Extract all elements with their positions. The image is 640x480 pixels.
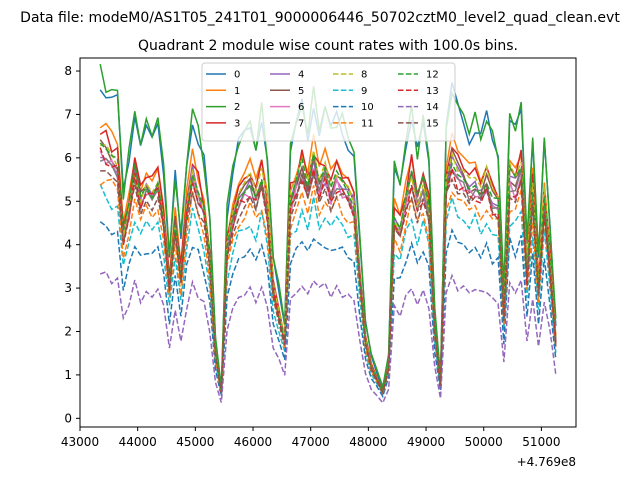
y-tick-label: 3 bbox=[64, 281, 72, 295]
series-line-12 bbox=[99, 142, 557, 395]
legend-label-0: 0 bbox=[234, 70, 240, 81]
legend-label-12: 12 bbox=[426, 70, 439, 81]
y-tick-label: 8 bbox=[64, 64, 72, 78]
legend-label-5: 5 bbox=[298, 86, 304, 97]
x-tick-label: 51000 bbox=[522, 435, 560, 449]
chart-title: Quadrant 2 module wise count rates with … bbox=[138, 38, 518, 54]
legend-label-10: 10 bbox=[361, 102, 374, 113]
x-tick-label: 49000 bbox=[407, 435, 445, 449]
x-offset-label: +4.769e8 bbox=[517, 455, 576, 469]
suptitle: Data file: modeM0/AS1T05_241T01_90000064… bbox=[20, 10, 620, 26]
legend-label-14: 14 bbox=[426, 102, 439, 113]
legend-label-4: 4 bbox=[298, 70, 304, 81]
plot-area: 43000 44000 45000 46000 47000 48000 49000 50000… bbox=[61, 57, 577, 469]
legend-label-2: 2 bbox=[234, 102, 240, 113]
y-tick-label: 2 bbox=[64, 324, 72, 338]
x-tick-label: 46000 bbox=[234, 435, 272, 449]
legend-label-13: 13 bbox=[426, 86, 439, 97]
legend-label-11: 11 bbox=[361, 118, 374, 129]
legend-frame bbox=[201, 62, 456, 142]
x-tick-label: 47000 bbox=[292, 435, 330, 449]
x-tick-label: 50000 bbox=[465, 435, 503, 449]
y-tick-label: 6 bbox=[64, 151, 72, 165]
legend-label-1: 1 bbox=[234, 86, 240, 97]
legend-label-3: 3 bbox=[234, 118, 240, 129]
y-tick-label: 5 bbox=[64, 194, 72, 208]
axes-frame bbox=[79, 57, 577, 428]
x-tick-label: 48000 bbox=[349, 435, 387, 449]
y-tick-label: 1 bbox=[64, 368, 72, 382]
series-line-8 bbox=[100, 144, 557, 395]
x-axis: 43000 44000 45000 46000 47000 48000 49000 50000… bbox=[61, 427, 560, 449]
series-line-1 bbox=[99, 122, 557, 394]
x-tick-label: 44000 bbox=[119, 435, 157, 449]
legend-label-15: 15 bbox=[426, 118, 439, 129]
legend-label-6: 6 bbox=[298, 102, 304, 113]
legend-label-9: 9 bbox=[361, 86, 367, 97]
y-tick-label: 0 bbox=[64, 411, 72, 425]
x-tick-label: 45000 bbox=[176, 435, 214, 449]
y-tick-label: 7 bbox=[64, 107, 72, 121]
series-layer bbox=[99, 63, 557, 405]
series-line-9 bbox=[99, 183, 557, 397]
series-line-15 bbox=[100, 170, 557, 396]
y-tick-label: 4 bbox=[64, 238, 72, 252]
series-line-10 bbox=[99, 221, 557, 399]
legend-label-8: 8 bbox=[361, 70, 367, 81]
y-axis: 0 1 2 3 4 5 6 7 8 bbox=[64, 64, 80, 425]
series-line-14 bbox=[99, 270, 557, 405]
x-tick-label: 43000 bbox=[61, 435, 99, 449]
legend-label-7: 7 bbox=[298, 118, 304, 129]
series-line-11 bbox=[99, 178, 557, 396]
